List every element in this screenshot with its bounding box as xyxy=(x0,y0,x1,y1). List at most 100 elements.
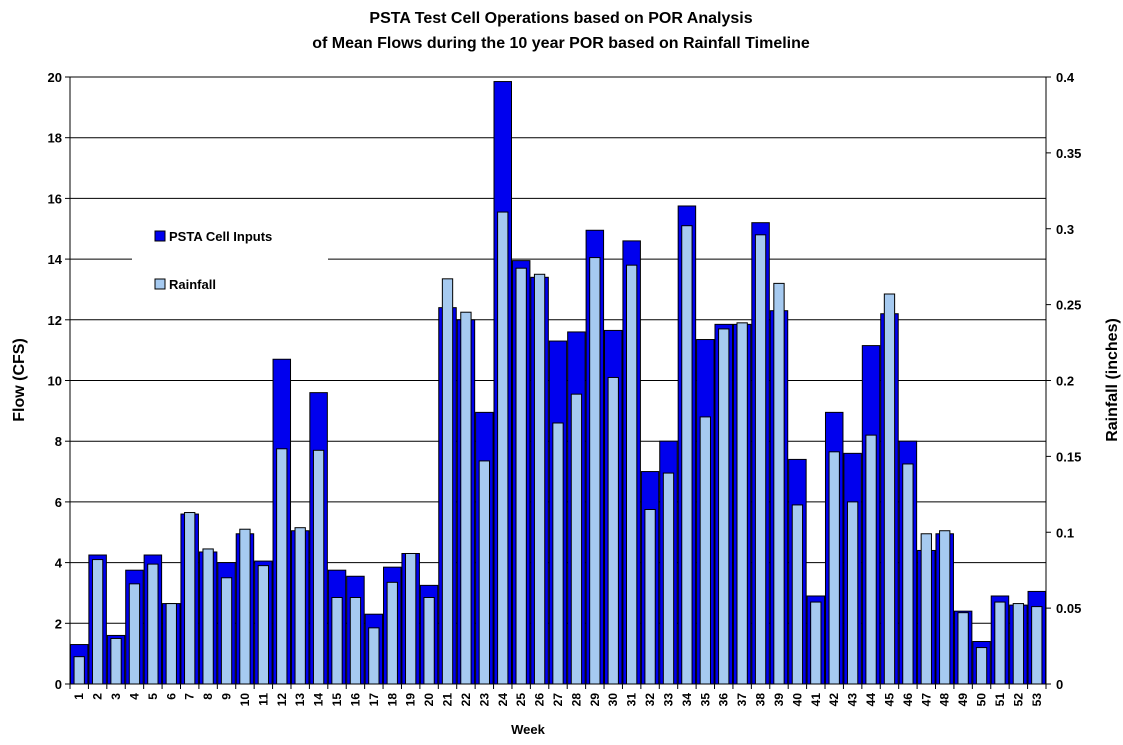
bar-rainfall xyxy=(423,597,435,685)
bar-rainfall xyxy=(147,563,159,685)
x-tick-label: 9 xyxy=(220,693,234,700)
bar-rainfall xyxy=(184,512,196,685)
x-tick-label: 13 xyxy=(293,693,307,707)
x-tick-label: 52 xyxy=(1011,693,1025,707)
y-tick-label-right: 0 xyxy=(1056,677,1063,692)
bar-rainfall xyxy=(1031,606,1043,685)
x-tick-label: 28 xyxy=(569,693,583,707)
x-tick-label: 48 xyxy=(938,693,952,707)
y-tick-label-right: 0.2 xyxy=(1056,374,1074,389)
x-tick-label: 51 xyxy=(993,693,1007,707)
legend: PSTA Cell Inputs Rainfall xyxy=(132,213,328,309)
bar-rainfall xyxy=(902,463,914,685)
y-axis-label-right: Rainfall (inches) xyxy=(1104,318,1121,442)
bar-rainfall xyxy=(276,448,288,685)
y-tick-label-left: 0 xyxy=(55,677,62,692)
x-tick-label: 5 xyxy=(146,693,160,700)
bar-rainfall xyxy=(828,451,840,685)
bars xyxy=(69,81,1047,685)
legend-label-flow: PSTA Cell Inputs xyxy=(169,229,272,244)
chart-title-line-1: PSTA Test Cell Operations based on POR A… xyxy=(369,10,752,27)
x-tick-label: 42 xyxy=(827,693,841,707)
legend-box xyxy=(132,213,328,309)
x-tick-label: 2 xyxy=(91,693,105,700)
x-tick-label: 32 xyxy=(643,693,657,707)
bar-rainfall xyxy=(975,647,988,685)
bar-rainfall xyxy=(441,278,454,685)
y-tick-label-right: 0.05 xyxy=(1056,601,1081,616)
y-tick-label-right: 0.1 xyxy=(1056,525,1074,540)
bar-rainfall xyxy=(331,597,343,685)
y-tick-label-right: 0.15 xyxy=(1056,449,1081,464)
y-tick-label-left: 20 xyxy=(48,70,62,85)
bar-rainfall xyxy=(349,597,362,685)
x-tick-label: 26 xyxy=(533,693,547,707)
bar-rainfall xyxy=(699,416,711,685)
bar-rainfall xyxy=(754,234,767,685)
bar-rainfall xyxy=(939,530,951,685)
y-tick-label-left: 10 xyxy=(48,374,62,389)
bar-rainfall xyxy=(1012,603,1025,685)
x-tick-label: 22 xyxy=(459,693,473,707)
bar-rainfall xyxy=(791,504,804,685)
bar-rainfall xyxy=(957,612,969,685)
y-tick-label-right: 0.3 xyxy=(1056,222,1074,237)
x-tick-label: 23 xyxy=(477,693,491,707)
x-tick-label: 46 xyxy=(901,693,915,707)
x-tick-label: 18 xyxy=(385,693,399,707)
bar-rainfall xyxy=(607,376,619,685)
y-tick-label-left: 16 xyxy=(48,191,62,206)
x-tick-label: 34 xyxy=(680,693,694,707)
bar-rainfall xyxy=(589,257,601,685)
x-tick-label: 47 xyxy=(919,693,933,707)
bar-rainfall xyxy=(533,273,546,685)
x-tick-label: 35 xyxy=(698,693,712,707)
y-tick-label-right: 0.25 xyxy=(1056,298,1081,313)
x-tick-label: 40 xyxy=(790,693,804,707)
x-tick-label: 50 xyxy=(975,693,989,707)
bar-rainfall xyxy=(165,603,177,685)
x-axis-label: Week xyxy=(511,722,545,737)
bar-rainfall xyxy=(312,449,325,685)
bar-rainfall xyxy=(202,548,214,685)
bar-rainfall xyxy=(91,559,104,685)
bar-rainfall xyxy=(405,552,417,685)
x-tick-label: 33 xyxy=(661,693,675,707)
x-tick-label: 20 xyxy=(422,693,436,707)
x-tick-label: 36 xyxy=(717,693,731,707)
bar-rainfall xyxy=(110,637,122,685)
bar-rainfall xyxy=(257,565,270,685)
x-tick-label: 16 xyxy=(348,693,362,707)
bar-rainfall xyxy=(239,528,251,685)
x-tick-label: 38 xyxy=(754,693,768,707)
bar-rainfall xyxy=(846,501,859,685)
x-tick-label: 31 xyxy=(625,693,639,707)
bar-rainfall xyxy=(368,627,380,685)
x-tick-label: 30 xyxy=(606,693,620,707)
bar-rainfall xyxy=(681,225,693,685)
bar-rainfall xyxy=(773,282,785,685)
x-tick-label: 45 xyxy=(882,693,896,707)
bar-rainfall xyxy=(294,527,306,685)
legend-label-rainfall: Rainfall xyxy=(169,277,216,292)
x-tick-label: 25 xyxy=(514,693,528,707)
x-tick-label: 1 xyxy=(72,693,86,700)
bar-rainfall xyxy=(626,264,638,685)
x-tick-label: 8 xyxy=(201,693,215,700)
bar-rainfall xyxy=(736,322,748,685)
bar-rainfall xyxy=(73,656,85,685)
chart-title-line-2: of Mean Flows during the 10 year POR bas… xyxy=(312,35,810,52)
x-tick-label: 14 xyxy=(312,693,326,707)
bar-rainfall xyxy=(515,267,527,685)
legend-swatch-rainfall xyxy=(154,278,166,290)
x-tick-label: 21 xyxy=(441,693,455,707)
x-tick-label: 24 xyxy=(496,693,510,707)
x-tick-label: 12 xyxy=(275,693,289,707)
x-tick-label: 29 xyxy=(588,693,602,707)
x-tick-label: 49 xyxy=(956,693,970,707)
x-tick-label: 53 xyxy=(1030,693,1044,707)
bar-rainfall xyxy=(386,581,398,685)
bar-rainfall xyxy=(220,577,233,685)
x-tick-label: 19 xyxy=(404,693,418,707)
y-tick-label-left: 4 xyxy=(55,556,63,571)
